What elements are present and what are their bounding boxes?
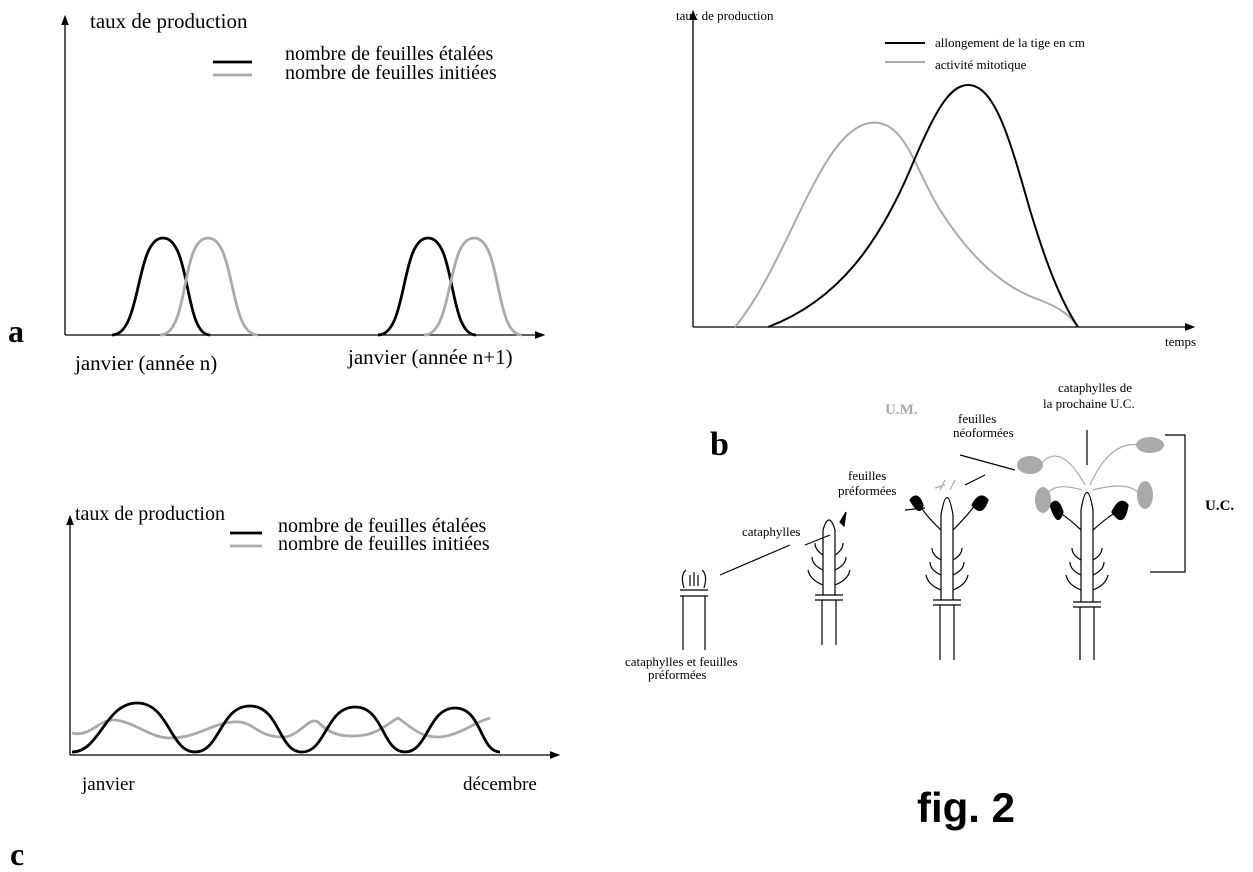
curve [377,236,477,337]
label: feuilles [958,411,996,426]
legend-text: allongement de la tige en cm [935,35,1085,50]
label-uc: U.C. [1205,498,1234,514]
label: cataphylles [742,524,800,539]
label: la prochaine U.C. [1043,396,1135,411]
plant [1017,437,1164,660]
curve [111,236,211,337]
panel-c: taux de production nombre de feuilles ét… [10,503,561,872]
label: néoformées [953,425,1014,440]
pointer [719,430,1088,576]
x-label: janvier (année n) [74,351,217,375]
label: préformées [838,483,896,498]
plant [807,511,851,645]
panel-letter: a [8,313,24,349]
legend-text: nombre de feuilles étalées [285,43,493,65]
panel-letter: c [10,836,24,872]
x-label: janvier [81,774,135,795]
y-label: taux de production [90,9,248,33]
x-label: janvier (année n+1) [347,345,513,369]
curve [423,236,523,337]
label: cataphylles et feuilles [625,654,738,669]
y-label: taux de production [75,503,225,525]
legend-text: nombre de feuilles étalées [278,515,486,537]
x-label: temps [1165,334,1196,349]
legend-text: activité mitotique [935,57,1027,72]
figure-label: fig. 2 [917,784,1015,831]
label: feuilles [848,468,886,483]
curve [159,236,259,337]
panel-a: taux de production nombre de feuilles ét… [8,9,546,375]
x-label: décembre [463,774,537,795]
panel-b: taux de production allongement de la tig… [676,8,1196,463]
legend-text: nombre de feuilles initiées [278,533,490,555]
curve [734,121,1079,328]
label: préformées [648,667,706,682]
bracket [1150,434,1186,573]
y-label: taux de production [676,8,774,23]
legend-text: nombre de feuilles initiées [285,62,497,84]
plant [680,569,708,650]
label: cataphylles de [1058,380,1132,395]
label-um: U.M. [885,402,918,418]
curve [71,701,501,754]
curve [767,83,1079,328]
panel-letter: b [710,426,729,463]
plant [909,479,989,660]
curve [71,716,491,740]
plant-diagram: U.M. feuilles néoformées cataphylles de … [625,380,1234,682]
